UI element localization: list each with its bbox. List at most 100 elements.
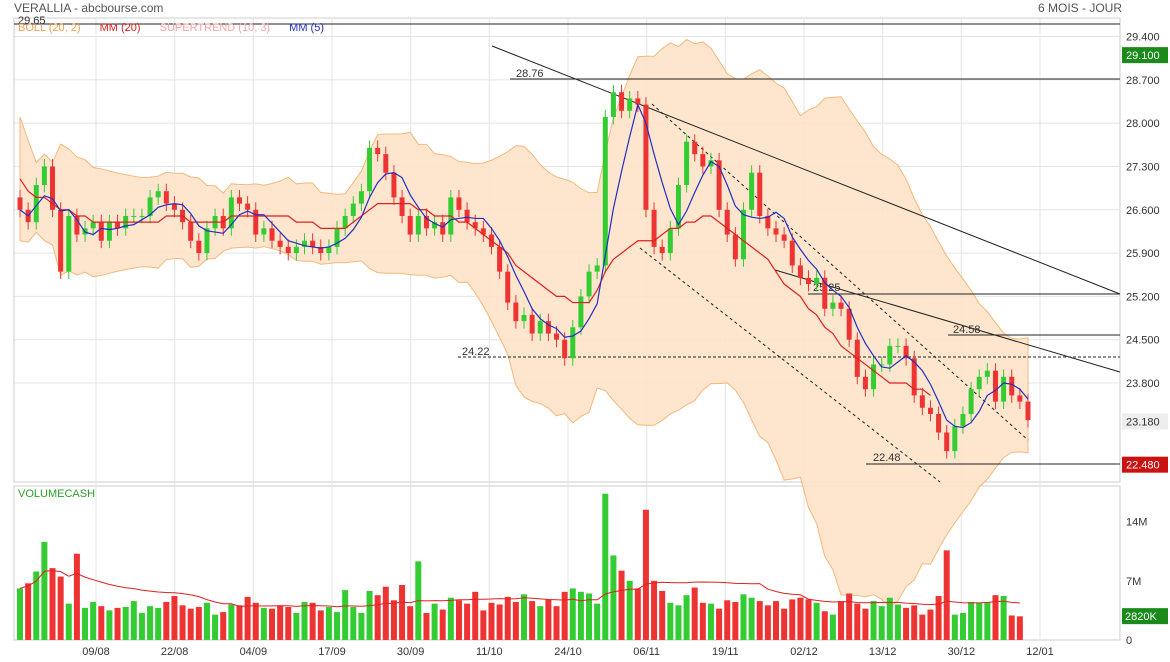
candle-body [155,191,161,198]
candle-body [423,215,429,229]
candle-body [992,370,998,402]
candle-body [862,376,868,390]
candle-body [432,222,438,229]
candle-body [757,172,763,216]
volume-bar [382,586,389,640]
candle-body [984,370,990,377]
volume-bar [943,550,950,640]
top-level-label: 29.65 [18,15,46,27]
volume-bar [691,587,698,640]
price-tick-label: 28.700 [1126,75,1160,87]
candle-body [960,413,966,427]
x-tick-label: 13/12 [869,646,897,658]
volume-bar [764,605,771,640]
volume-bar [358,612,365,640]
candle-body [700,154,706,167]
legend-supertrend: SUPERTREND (10, 3) [159,22,271,34]
volume-bar [707,603,714,640]
candle-body [1009,376,1015,396]
candle-body [871,364,877,390]
candle-body [196,240,202,254]
candle-body [456,197,462,210]
candle-body [919,395,925,408]
candle-body [74,215,80,235]
x-tick-label: 22/08 [161,646,189,658]
price-badge [1122,456,1168,473]
candle-body [976,376,982,390]
volume-tick-label: 0 [1126,635,1132,647]
candle-body [407,215,413,235]
price-badge [1122,47,1168,64]
volume-bar [228,604,235,640]
volume-bar [797,597,804,640]
x-tick-label: 30/09 [397,646,425,658]
support-label: 24.22 [462,346,490,358]
candle-body [163,191,169,204]
volume-bar [187,608,194,640]
channel-line-upper [651,103,1029,441]
volume-bar [472,591,479,640]
candle-body [667,228,673,254]
volume-bar [781,608,788,640]
volume-bar [447,597,454,640]
candle-body [440,222,446,235]
volume-bar [748,597,755,640]
candle-body [797,265,803,278]
volume-bar [659,590,666,640]
volume-bar [260,607,267,640]
volume-bar [423,612,430,640]
x-tick-label: 11/10 [476,646,503,658]
candle-body [106,222,112,241]
candle-body [115,222,121,229]
candle-body [911,358,917,396]
volume-bar [49,568,56,640]
volume-bar [399,585,406,640]
candle-body [318,246,324,254]
candle-body [1025,401,1031,421]
volume-bar [773,601,779,640]
candle-body [545,321,551,334]
candle-body [675,185,681,229]
candle-body [521,314,527,322]
candle-body [944,432,950,452]
candle-body [245,203,251,210]
candle-body [789,240,795,266]
x-tick-label: 02/12 [790,646,818,658]
volume-bar [277,605,284,640]
candle-body [822,277,828,309]
volume-bar [667,602,674,640]
candle-body [684,141,690,186]
volume-bar [1000,596,1007,640]
candle-body [936,413,942,433]
volume-bar [919,614,926,640]
volume-bar [821,611,828,640]
candle-body [480,228,486,235]
volume-bar [480,610,487,640]
candle-body [131,215,137,217]
candle-body [41,166,47,186]
volume-bar [903,607,910,640]
legend-boll: BOLL (20, 2) [18,22,81,34]
volume-bar [553,606,560,640]
x-tick-label: 24/10 [554,646,582,658]
volume-bar [293,612,300,640]
volume-bar [431,603,438,640]
volume-bar [935,596,942,640]
candle-body [326,246,332,254]
candle-body [375,147,381,155]
candle-body [578,296,584,328]
mm5-line [19,102,1029,429]
volume-bar [813,602,820,640]
candle-body [253,209,259,235]
volume-bar [602,493,609,640]
volume-bar [285,607,292,640]
volume-bar [634,588,641,640]
candle-body [781,234,787,241]
candle-body [773,228,779,235]
volume-bar [57,576,64,640]
candle-body [277,240,283,247]
volume-bar [829,614,836,640]
candle-body [497,246,503,272]
volume-bar [886,597,893,640]
price-tick-label: 29.400 [1126,32,1160,44]
